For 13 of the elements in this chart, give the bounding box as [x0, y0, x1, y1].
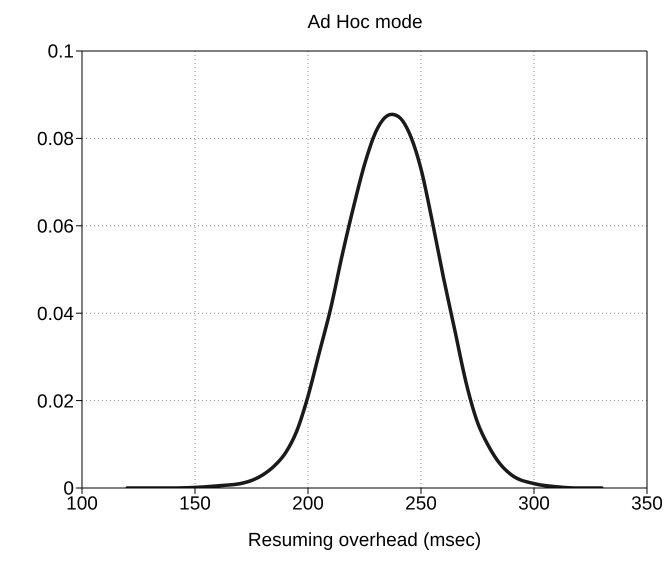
- y-tick-label: 0.04: [37, 304, 74, 325]
- y-tick-label: 0.1: [48, 42, 74, 63]
- y-tick-label: 0.02: [37, 391, 74, 412]
- x-tick-label: 200: [292, 493, 324, 514]
- x-tick-label: 300: [518, 493, 550, 514]
- line-series: [125, 112, 604, 488]
- x-tick-label: 350: [631, 493, 663, 514]
- x-tick-label: 250: [405, 493, 437, 514]
- x-axis-title: Resuming overhead (msec): [248, 530, 482, 551]
- y-tick-label: 0.06: [37, 216, 74, 238]
- y-tick-label: 0.08: [37, 129, 74, 150]
- chart-title: Ad Hoc mode: [306, 11, 424, 35]
- x-tick-label: 150: [179, 493, 211, 514]
